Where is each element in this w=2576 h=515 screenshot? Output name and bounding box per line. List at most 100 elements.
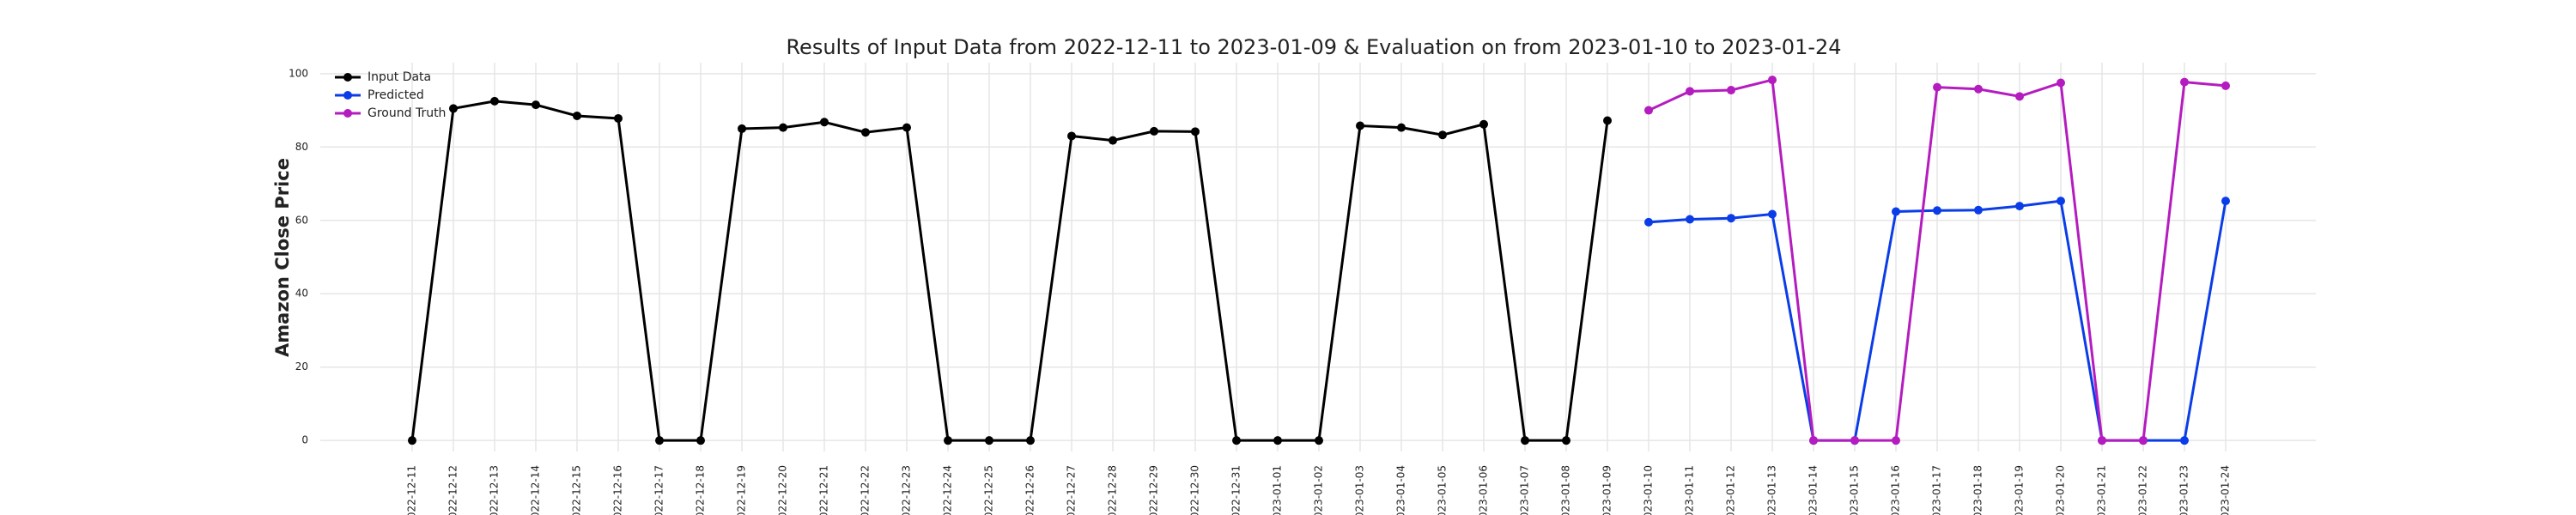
point	[1850, 436, 1859, 445]
legend-label: Input Data	[368, 70, 431, 84]
point	[2221, 197, 2230, 206]
x-tick-label: 2023-01-24	[2220, 465, 2232, 515]
x-tick-label: 2022-12-20	[777, 465, 789, 515]
x-tick-label: 2022-12-13	[489, 465, 501, 515]
point	[1273, 436, 1282, 445]
point	[1356, 121, 1364, 130]
y-tick-label: 60	[295, 214, 308, 226]
x-tick-label: 2022-12-22	[860, 465, 872, 515]
point	[1562, 436, 1571, 445]
y-tick-label: 100	[289, 67, 308, 79]
x-tick-label: 2022-12-17	[653, 465, 665, 515]
point	[1892, 207, 1900, 216]
x-tick-label: 2022-12-11	[406, 465, 418, 515]
point	[408, 436, 416, 445]
x-tick-label: 2023-01-14	[1807, 465, 1820, 515]
point	[2221, 81, 2230, 90]
y-tick-label: 0	[301, 434, 308, 446]
x-tick-label: 2022-12-19	[736, 465, 748, 515]
y-tick-label: 40	[295, 288, 308, 300]
point	[2057, 197, 2065, 206]
point	[1644, 217, 1653, 227]
point	[1026, 436, 1035, 445]
point	[2015, 202, 2024, 211]
x-tick-label: 2023-01-06	[1478, 465, 1490, 515]
x-tick-label: 2022-12-24	[942, 465, 954, 515]
x-tick-label: 2023-01-21	[2096, 465, 2108, 515]
legend-marker	[343, 109, 352, 118]
point	[490, 96, 499, 106]
x-tick-label: 2022-12-21	[818, 465, 830, 515]
x-tick-label: 2023-01-05	[1437, 465, 1449, 515]
point	[1438, 130, 1447, 140]
point	[1933, 206, 1941, 215]
point	[1397, 123, 1406, 132]
x-tick-label: 2023-01-13	[1766, 465, 1778, 515]
point	[1479, 119, 1488, 129]
point	[1727, 214, 1735, 223]
x-tick-label: 2022-12-27	[1066, 465, 1078, 515]
point	[1315, 436, 1323, 445]
point	[2098, 436, 2106, 445]
legend-label: Ground Truth	[368, 106, 446, 120]
point	[1644, 106, 1653, 115]
legend-label: Predicted	[368, 88, 424, 102]
point	[2180, 436, 2189, 445]
point	[1603, 116, 1612, 125]
point	[532, 100, 540, 110]
x-tick-label: 2022-12-16	[612, 465, 624, 515]
point	[1686, 87, 1694, 96]
x-tick-label: 2023-01-02	[1313, 465, 1325, 515]
chart-title: Results of Input Data from 2022-12-11 to…	[786, 35, 1841, 59]
point	[1809, 436, 1818, 445]
point	[1686, 215, 1694, 224]
point	[2139, 436, 2148, 445]
point	[1933, 82, 1941, 92]
x-tick-label: 2022-12-29	[1148, 465, 1160, 515]
point	[1067, 131, 1076, 141]
point	[738, 124, 746, 133]
x-tick-label: 2023-01-17	[1931, 465, 1943, 515]
x-tick-label: 2023-01-22	[2137, 465, 2149, 515]
point	[696, 436, 705, 445]
point	[820, 118, 829, 127]
x-tick-label: 2022-12-30	[1189, 465, 1201, 515]
point	[985, 436, 993, 445]
x-tick-label: 2023-01-11	[1684, 465, 1696, 515]
x-tick-label: 2022-12-28	[1107, 465, 1119, 515]
point	[614, 113, 623, 123]
x-tick-label: 2023-01-20	[2055, 465, 2067, 515]
x-tick-label: 2022-12-12	[447, 465, 459, 515]
y-axis-label: Amazon Close Price	[272, 158, 293, 357]
x-tick-label: 2023-01-19	[2014, 465, 2026, 515]
x-tick-label: 2023-01-12	[1725, 465, 1737, 515]
x-tick-label: 2023-01-10	[1643, 465, 1655, 515]
point	[1768, 76, 1777, 85]
x-tick-label: 2023-01-01	[1272, 465, 1284, 515]
legend-marker	[343, 73, 352, 82]
point	[1892, 436, 1900, 445]
x-tick-label: 2023-01-08	[1560, 465, 1572, 515]
point	[2180, 77, 2189, 87]
x-tick-label: 2022-12-18	[695, 465, 707, 515]
point	[1150, 126, 1158, 136]
x-tick-label: 2023-01-16	[1890, 465, 1902, 515]
x-tick-label: 2023-01-18	[1972, 465, 1984, 515]
point	[902, 123, 911, 132]
y-tick-label: 80	[295, 141, 308, 153]
x-tick-label: 2022-12-23	[901, 465, 913, 515]
point	[1974, 205, 1983, 215]
x-tick-label: 2023-01-04	[1395, 465, 1407, 515]
x-tick-label: 2022-12-14	[530, 465, 542, 515]
x-tick-label: 2023-01-15	[1849, 465, 1861, 515]
y-tick-label: 20	[295, 360, 308, 373]
point	[1727, 86, 1735, 95]
x-tick-label: 2022-12-26	[1024, 465, 1036, 515]
x-tick-label: 2022-12-25	[983, 465, 995, 515]
x-tick-label: 2023-01-09	[1601, 465, 1613, 515]
point	[449, 104, 458, 113]
point	[2057, 78, 2065, 88]
point	[1974, 84, 1983, 94]
